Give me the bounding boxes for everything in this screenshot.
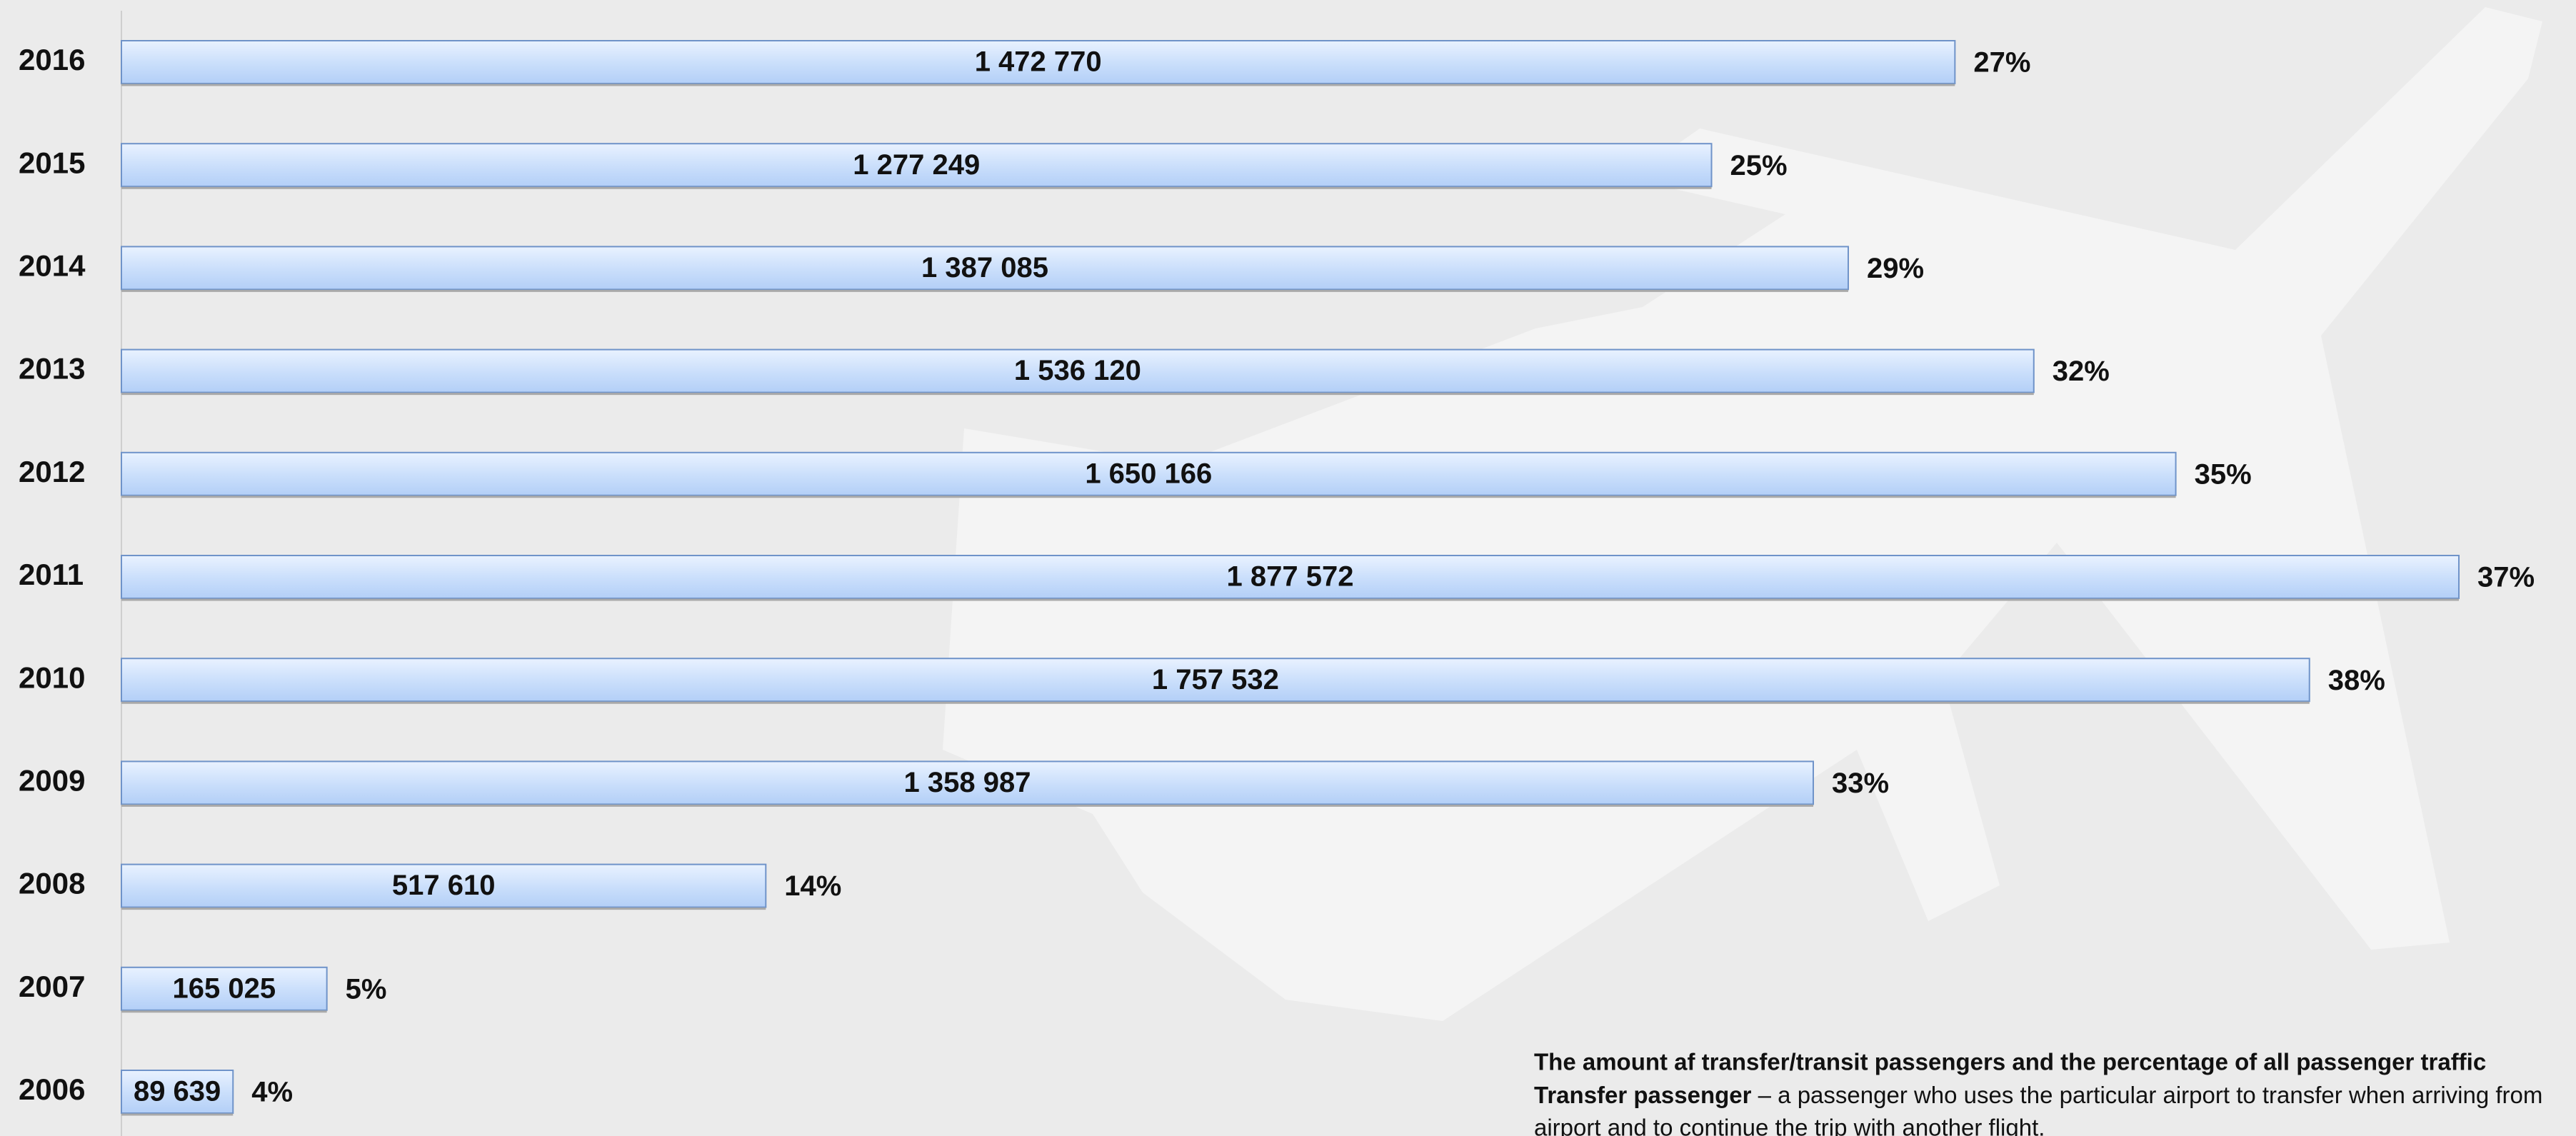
y-tick-label: 2016	[19, 43, 85, 76]
percent-label: 37%	[2477, 562, 2535, 593]
percent-label: 25%	[1730, 150, 1788, 181]
y-tick-label: 2013	[19, 352, 85, 386]
bar	[121, 966, 328, 1011]
bar	[121, 555, 2460, 599]
percent-label: 5%	[346, 973, 387, 1005]
y-tick-label: 2010	[19, 660, 85, 694]
value-label: 89 639	[134, 1076, 221, 1107]
y-tick-label: 2015	[19, 146, 85, 179]
y-tick-label: 2014	[19, 248, 86, 282]
note-definition-text: – a passenger who uses the particular ai…	[1751, 1082, 2542, 1108]
value-label: 1 277 249	[853, 149, 980, 181]
note-title: The amount af transfer/transit passenger…	[1534, 1049, 2486, 1075]
note-definition-continued: airport and to continue the trip with an…	[1534, 1115, 2045, 1136]
bar	[121, 246, 1849, 291]
y-tick-label: 2006	[19, 1072, 85, 1106]
percent-label: 4%	[251, 1077, 293, 1108]
value-label: 1 650 166	[1085, 458, 1212, 489]
percent-label: 38%	[2328, 665, 2385, 696]
value-label: 1 877 572	[1227, 561, 1354, 593]
bar	[121, 143, 1713, 188]
percent-label: 29%	[1867, 253, 1924, 284]
note-term: Transfer passenger	[1534, 1082, 1752, 1108]
percent-label: 33%	[1832, 768, 1889, 799]
percent-label: 32%	[2053, 356, 2110, 387]
bar	[121, 863, 767, 908]
value-label: 1 472 770	[975, 46, 1102, 78]
bar	[121, 451, 2177, 496]
value-label: 1 757 532	[1152, 664, 1279, 695]
percent-label: 27%	[1973, 47, 2030, 79]
y-tick-label: 2008	[19, 867, 85, 900]
percent-label: 14%	[784, 870, 841, 902]
value-label: 165 025	[173, 972, 276, 1004]
value-label: 1 358 987	[904, 767, 1031, 798]
bar	[121, 1070, 234, 1114]
bar	[121, 40, 1956, 84]
percent-label: 35%	[2195, 458, 2252, 490]
bar	[121, 760, 1814, 805]
y-tick-label: 2009	[19, 763, 85, 797]
y-tick-label: 2011	[19, 558, 84, 591]
y-tick-label: 2007	[19, 970, 85, 1003]
value-label: 1 536 120	[1014, 355, 1141, 386]
y-tick-label: 2012	[19, 455, 85, 488]
value-label: 1 387 085	[921, 252, 1048, 283]
bar	[121, 348, 2035, 393]
bar	[121, 658, 2310, 703]
value-label: 517 610	[392, 870, 496, 901]
note-definition: Transfer passenger – a passenger who use…	[1534, 1082, 2542, 1108]
